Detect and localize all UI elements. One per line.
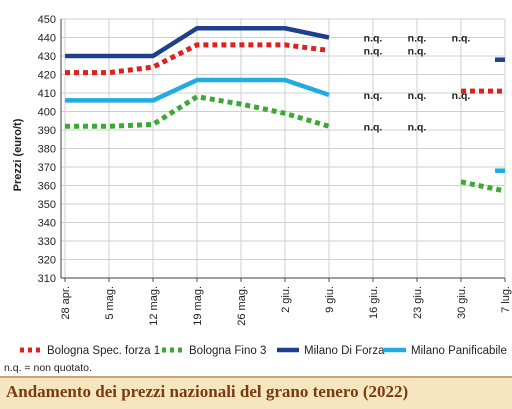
- footnote: n.q. = non quotato.: [4, 362, 92, 374]
- y-tick-label: 400: [38, 107, 56, 119]
- series-line-bologna-fino-3: [65, 94, 330, 129]
- y-tick-label: 410: [38, 88, 56, 100]
- series-line-milano-di-forza: [65, 26, 330, 59]
- x-tick-label: 5 mag.: [104, 286, 116, 320]
- series-line-bologna-spec-forza-1: [65, 42, 330, 76]
- nq-annotation: n.q.: [364, 33, 383, 45]
- y-tick-label: 380: [38, 144, 56, 156]
- y-tick-label: 340: [38, 218, 56, 230]
- nq-annotation: n.q.: [364, 90, 383, 102]
- series-line-bologna-fino-3: [460, 179, 506, 194]
- legend-label: Bologna Fino 3: [189, 345, 266, 357]
- y-tick-label: 330: [38, 236, 56, 248]
- x-tick-label: 16 giu.: [368, 286, 380, 319]
- nq-annotation: n.q.: [364, 45, 383, 57]
- nq-annotation: n.q.: [408, 33, 427, 45]
- y-tick-label: 440: [38, 33, 56, 45]
- x-tick-label: 26 mag.: [236, 286, 248, 326]
- nq-annotation: n.q.: [452, 33, 471, 45]
- y-tick-label: 310: [38, 273, 56, 285]
- legend-label: Milano Di Forza: [304, 345, 385, 357]
- y-tick-label: 450: [38, 14, 56, 26]
- nq-annotation: n.q.: [452, 90, 471, 102]
- y-tick-label: 360: [38, 181, 56, 193]
- y-axis-label: Prezzi (euro/t): [12, 118, 24, 191]
- y-tick-label: 370: [38, 162, 56, 174]
- nq-annotation: n.q.: [408, 90, 427, 102]
- title-bar: Andamento dei prezzi nazionali del grano…: [0, 376, 512, 409]
- series-line-milano-panificabile: [65, 77, 330, 103]
- x-tick-label: 28 apr.: [60, 286, 72, 320]
- x-tick-label: 12 mag.: [148, 286, 160, 326]
- y-tick-label: 430: [38, 51, 56, 63]
- y-tick-label: 350: [38, 199, 56, 211]
- price-chart: Prezzi (euro/t) 310 320 330 340 350 360 370 380…: [12, 14, 512, 357]
- y-tick-label: 320: [38, 255, 56, 267]
- legend-label: Milano Panificabile: [411, 345, 507, 357]
- chart-title: Andamento dei prezzi nazionali del grano…: [6, 382, 409, 401]
- nq-annotation: n.q.: [408, 45, 427, 57]
- y-tick-label: 390: [38, 125, 56, 137]
- x-tick-label: 7 lug.: [500, 286, 512, 313]
- x-tick-label: 23 giu.: [412, 286, 424, 319]
- legend-label: Bologna Spec. forza 1: [47, 345, 160, 357]
- x-tick-label: 9 giu.: [324, 286, 336, 313]
- y-tick-label: 420: [38, 70, 56, 82]
- x-tick-label: 2 giu.: [280, 286, 292, 313]
- x-tick-label: 30 giu.: [456, 286, 468, 319]
- x-tick-label: 19 mag.: [192, 286, 204, 326]
- nq-annotation: n.q.: [408, 121, 427, 133]
- nq-annotation: n.q.: [364, 121, 383, 133]
